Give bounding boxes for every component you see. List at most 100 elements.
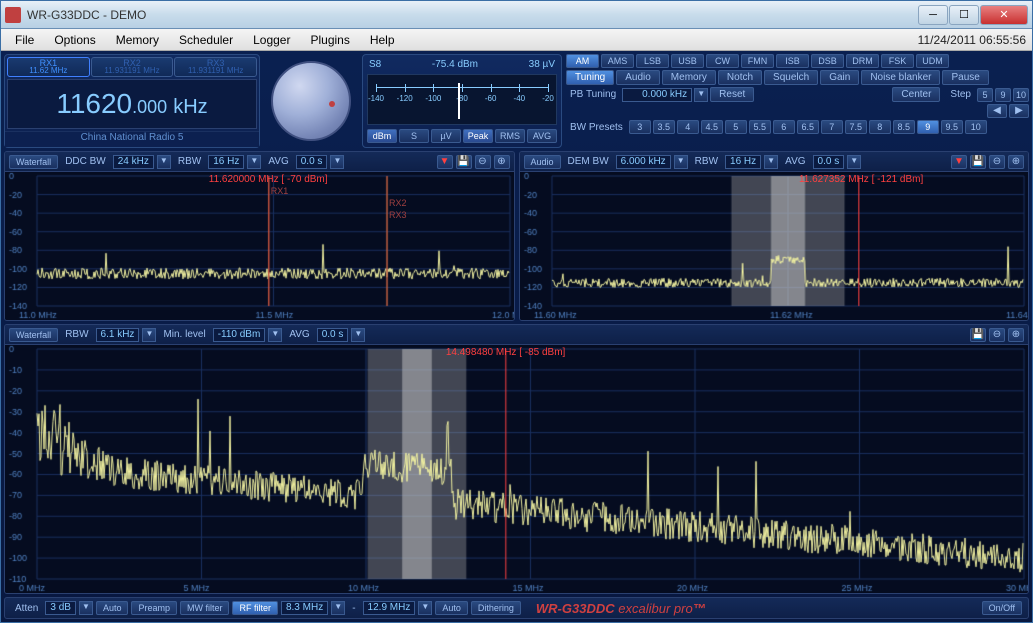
meter-avg-button[interactable]: AVG: [527, 129, 557, 143]
wideband-spectrum-canvas[interactable]: 14.498480 MHz [ -85 dBm]: [5, 345, 1028, 593]
tuning-knob[interactable]: [271, 61, 351, 141]
audio-button[interactable]: Audio: [524, 155, 561, 169]
atten-value[interactable]: 3 dB: [45, 601, 76, 615]
rf-filter-button[interactable]: RF filter: [232, 601, 278, 615]
rf-lo-value[interactable]: 8.3 MHz: [281, 601, 328, 615]
tuning-button[interactable]: Tuning: [566, 70, 614, 85]
marker-down-icon[interactable]: ▼: [437, 155, 453, 169]
rf-hi-value[interactable]: 12.9 MHz: [363, 601, 416, 615]
min-level-dropdown-icon[interactable]: ▼: [268, 328, 282, 342]
menu-plugins[interactable]: Plugins: [302, 31, 357, 49]
bw-7-button[interactable]: 7: [821, 120, 843, 134]
bw-4-button[interactable]: 4: [677, 120, 699, 134]
bw-7.5-button[interactable]: 7.5: [845, 120, 867, 134]
bw-9-button[interactable]: 9: [917, 120, 939, 134]
menu-help[interactable]: Help: [362, 31, 403, 49]
audio-button[interactable]: Audio: [616, 70, 660, 85]
save-icon-3[interactable]: 💾: [970, 328, 986, 342]
ddc-bw-value[interactable]: 24 kHz: [113, 155, 154, 169]
audio-spectrum-canvas[interactable]: 11.627352 MHz [ -121 dBm]: [520, 172, 1029, 320]
bw-3.5-button[interactable]: 3.5: [653, 120, 675, 134]
mode-usb-button[interactable]: USB: [671, 54, 704, 68]
meter-dbm-button[interactable]: dBm: [367, 129, 397, 143]
waterfall-button-1[interactable]: Waterfall: [9, 155, 58, 169]
bw-4.5-button[interactable]: 4.5: [701, 120, 723, 134]
close-button[interactable]: ✕: [980, 5, 1028, 25]
maximize-button[interactable]: ☐: [949, 5, 979, 25]
bw-6-button[interactable]: 6: [773, 120, 795, 134]
min-level-value[interactable]: -110 dBm: [213, 328, 266, 342]
meter-peak-button[interactable]: Peak: [463, 129, 493, 143]
atten-auto-button[interactable]: Auto: [96, 601, 129, 615]
avg3-dropdown-icon[interactable]: ▼: [351, 328, 365, 342]
preamp-button[interactable]: Preamp: [131, 601, 177, 615]
step-9-button[interactable]: 9: [995, 88, 1011, 102]
waterfall-button-3[interactable]: Waterfall: [9, 328, 58, 342]
pb-dropdown-icon[interactable]: ▼: [694, 88, 708, 102]
mode-am-button[interactable]: AM: [566, 54, 599, 68]
rf-lo-dropdown-icon[interactable]: ▼: [331, 601, 345, 615]
frequency-display[interactable]: 11620.000kHz: [7, 79, 257, 129]
bw-6.5-button[interactable]: 6.5: [797, 120, 819, 134]
save-icon-1[interactable]: 💾: [456, 155, 472, 169]
menu-logger[interactable]: Logger: [245, 31, 298, 49]
bw-5.5-button[interactable]: 5.5: [749, 120, 771, 134]
mode-drm-button[interactable]: DRM: [846, 54, 879, 68]
meter-rms-button[interactable]: RMS: [495, 129, 525, 143]
step-left-icon[interactable]: ◀: [987, 104, 1007, 118]
avg1-dropdown-icon[interactable]: ▼: [330, 155, 344, 169]
menu-file[interactable]: File: [7, 31, 42, 49]
ddc-spectrum-canvas[interactable]: 11.620000 MHz [ -70 dBm] RX1RX2RX3: [5, 172, 514, 320]
rbw2-dropdown-icon[interactable]: ▼: [764, 155, 778, 169]
mode-isb-button[interactable]: ISB: [776, 54, 809, 68]
squelch-button[interactable]: Squelch: [764, 70, 818, 85]
bw-5-button[interactable]: 5: [725, 120, 747, 134]
dem-bw-dropdown-icon[interactable]: ▼: [674, 155, 688, 169]
menu-memory[interactable]: Memory: [108, 31, 167, 49]
mode-fsk-button[interactable]: FSK: [881, 54, 914, 68]
avg3-value[interactable]: 0.0 s: [317, 328, 349, 342]
meter-µv-button[interactable]: µV: [431, 129, 461, 143]
step-right-icon[interactable]: ▶: [1009, 104, 1029, 118]
bw-9.5-button[interactable]: 9.5: [941, 120, 963, 134]
mode-lsb-button[interactable]: LSB: [636, 54, 669, 68]
notch-button[interactable]: Notch: [718, 70, 762, 85]
zoom-out-icon-3[interactable]: ⊖: [989, 328, 1005, 342]
pb-reset-button[interactable]: Reset: [710, 87, 754, 102]
rx-tab-3[interactable]: RX311.931191 MHz: [174, 57, 257, 77]
zoom-in-icon-1[interactable]: ⊕: [494, 155, 510, 169]
mode-fmn-button[interactable]: FMN: [741, 54, 774, 68]
rbw3-dropdown-icon[interactable]: ▼: [142, 328, 156, 342]
marker-down-icon-2[interactable]: ▼: [951, 155, 967, 169]
mw-filter-button[interactable]: MW filter: [180, 601, 230, 615]
save-icon-2[interactable]: 💾: [970, 155, 986, 169]
zoom-in-icon-3[interactable]: ⊕: [1008, 328, 1024, 342]
dithering-button[interactable]: Dithering: [471, 601, 521, 615]
memory-button[interactable]: Memory: [662, 70, 716, 85]
bw-10-button[interactable]: 10: [965, 120, 987, 134]
ddc-bw-dropdown-icon[interactable]: ▼: [157, 155, 171, 169]
pb-value[interactable]: 0.000 kHz: [622, 88, 692, 102]
mode-ams-button[interactable]: AMS: [601, 54, 634, 68]
bw-8-button[interactable]: 8: [869, 120, 891, 134]
avg1-value[interactable]: 0.0 s: [296, 155, 328, 169]
rx-tab-1[interactable]: RX111.62 MHz: [7, 57, 90, 77]
menu-scheduler[interactable]: Scheduler: [171, 31, 241, 49]
rbw2-value[interactable]: 16 Hz: [725, 155, 761, 169]
zoom-out-icon-2[interactable]: ⊖: [989, 155, 1005, 169]
noise-blanker-button[interactable]: Noise blanker: [861, 70, 940, 85]
rbw1-dropdown-icon[interactable]: ▼: [247, 155, 261, 169]
bw-3-button[interactable]: 3: [629, 120, 651, 134]
rx-tab-2[interactable]: RX211.931191 MHz: [91, 57, 174, 77]
rbw3-value[interactable]: 6.1 kHz: [96, 328, 140, 342]
gain-button[interactable]: Gain: [820, 70, 859, 85]
mode-dsb-button[interactable]: DSB: [811, 54, 844, 68]
menu-options[interactable]: Options: [46, 31, 103, 49]
center-button[interactable]: Center: [892, 87, 940, 102]
mode-udm-button[interactable]: UDM: [916, 54, 949, 68]
mode-cw-button[interactable]: CW: [706, 54, 739, 68]
dem-bw-value[interactable]: 6.000 kHz: [616, 155, 671, 169]
step-10-button[interactable]: 10: [1013, 88, 1029, 102]
rbw1-value[interactable]: 16 Hz: [208, 155, 244, 169]
avg2-value[interactable]: 0.0 s: [813, 155, 845, 169]
